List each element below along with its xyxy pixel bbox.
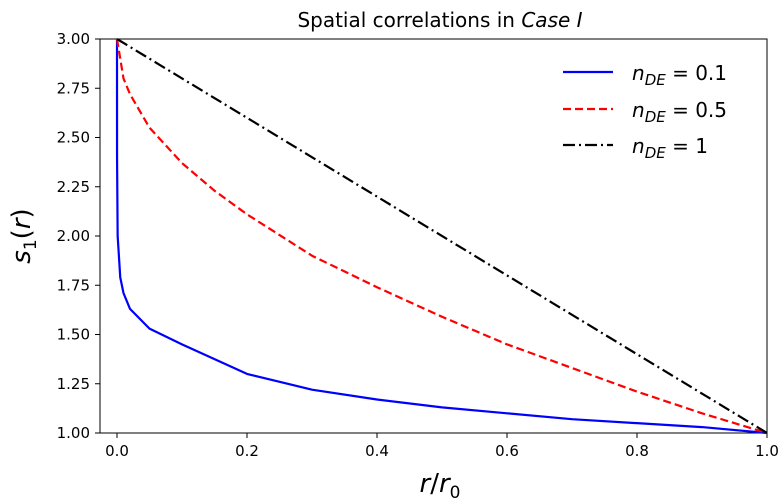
x-axis-label: r/r0 (420, 469, 461, 499)
y-tick-label: 2.75 (57, 79, 90, 97)
series-line-n1 (116, 38, 768, 434)
legend: nDE = 0.1 nDE = 0.5 nDE = 1 (563, 61, 727, 162)
y-tick-label: 2.25 (57, 178, 90, 196)
y-tick-label: 2.00 (57, 227, 90, 245)
chart-title: Spatial correlations in Case I (297, 8, 582, 32)
series-line-n01 (115, 38, 768, 435)
x-tick-label: 0.2 (235, 442, 259, 460)
x-tick-label: 1.0 (755, 442, 779, 460)
y-tick-label: 1.00 (57, 424, 90, 442)
y-tick-label: 1.25 (57, 375, 90, 393)
y-axis-ticks: 1.00 1.25 1.50 1.75 2.00 2.25 2.50 2.75 3.00 (57, 30, 100, 442)
x-tick-label: 0.8 (625, 442, 649, 460)
x-tick-label: 0.6 (495, 442, 519, 460)
series-line-n05 (115, 38, 768, 435)
y-tick-label: 3.00 (57, 30, 90, 48)
legend-label-n05: nDE = 0.5 (632, 98, 727, 126)
y-axis-label: s1(r) (7, 208, 41, 263)
legend-label-n01: nDE = 0.1 (632, 61, 727, 89)
x-axis-ticks: 0.0 0.2 0.4 0.6 0.8 1.0 (105, 433, 779, 460)
y-tick-label: 1.50 (57, 326, 90, 344)
series-layer (115, 38, 768, 435)
x-tick-label: 0.0 (105, 442, 129, 460)
x-tick-label: 0.4 (365, 442, 389, 460)
y-tick-label: 1.75 (57, 276, 90, 294)
y-tick-label: 2.50 (57, 129, 90, 147)
legend-label-n1: nDE = 1 (632, 134, 708, 162)
